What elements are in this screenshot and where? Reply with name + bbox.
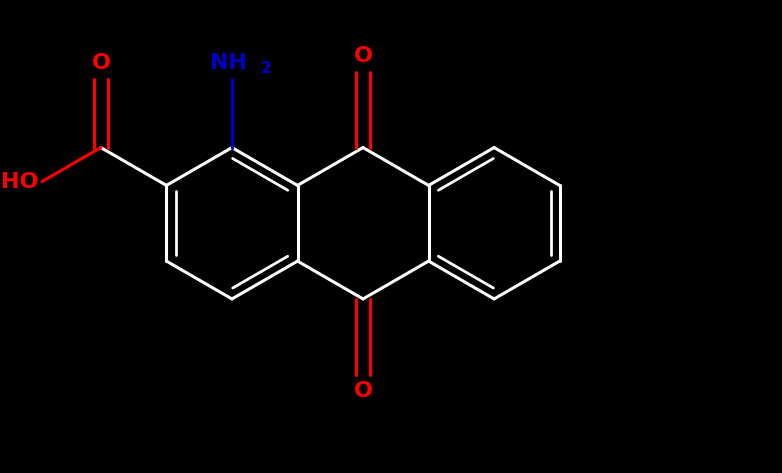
- Text: NH: NH: [210, 53, 246, 73]
- Text: O: O: [353, 381, 372, 401]
- Text: HO: HO: [1, 172, 38, 192]
- Text: 2: 2: [260, 61, 271, 77]
- Text: O: O: [91, 53, 110, 73]
- Text: O: O: [353, 46, 372, 66]
